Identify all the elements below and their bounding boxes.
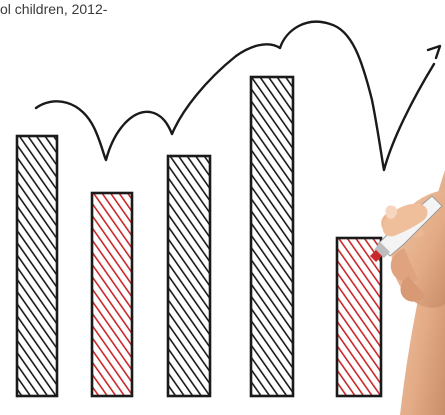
- caption-text: ol children, 2012-: [0, 1, 108, 17]
- bar-1: [15, 134, 59, 398]
- bar-4: [249, 75, 295, 398]
- sketch-arc-line: [34, 20, 442, 172]
- bar-5: [335, 236, 383, 398]
- bar-3: [166, 154, 212, 398]
- bar-2: [90, 191, 134, 398]
- hand-with-marker: [370, 170, 445, 415]
